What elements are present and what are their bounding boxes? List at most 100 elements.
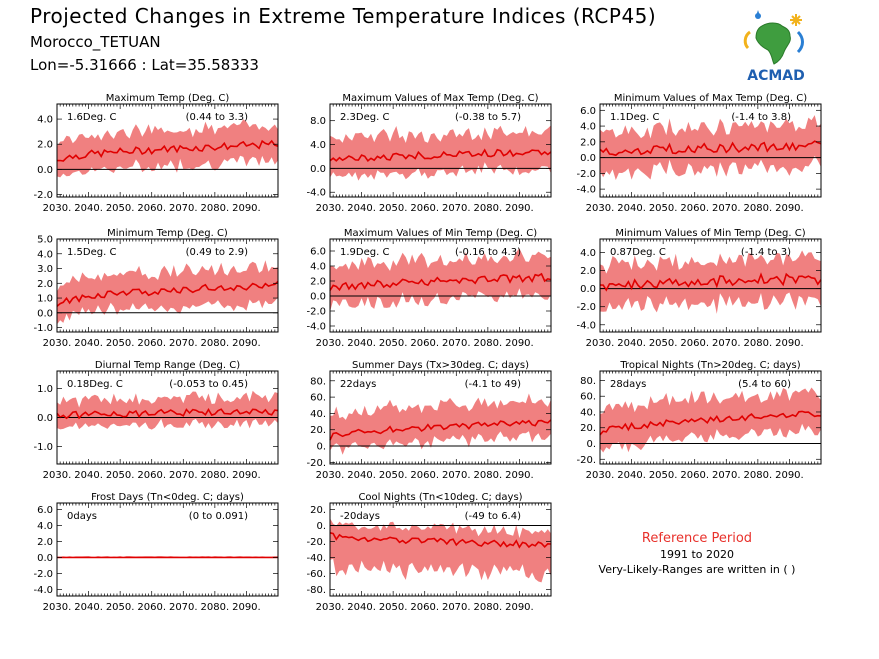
x-tick-label: 2090. <box>505 470 534 481</box>
mean-series-line <box>329 419 552 441</box>
chart-panel-8: 2030. 2040. 2050. 2060. 2070. 2080. 2090. -20. 0… <box>306 360 552 481</box>
x-tick-label: 2050. <box>649 470 678 481</box>
y-tick-label: 0.0 <box>37 308 53 319</box>
x-tick-label: 2030. <box>316 203 345 214</box>
range-band <box>600 250 821 314</box>
x-tick-label: 2050. <box>106 602 135 613</box>
x-tick-label: 2080. <box>201 203 230 214</box>
y-tick-label: 4.0 <box>580 122 596 133</box>
x-tick-label: 2040. <box>347 203 376 214</box>
x-tick-label: 2080. <box>201 602 230 613</box>
x-tick-label: 2030. <box>316 470 345 481</box>
y-tick-label: 80. <box>310 376 326 387</box>
y-tick-label: -40. <box>306 553 326 564</box>
range-band <box>600 387 821 453</box>
x-tick-label: 2060. <box>410 338 439 349</box>
x-tick-label: 2090. <box>775 203 804 214</box>
y-tick-label: -4.0 <box>306 322 326 333</box>
y-tick-label: 80. <box>580 376 596 387</box>
chart-title: Maximum Values of Max Temp (Deg. C) <box>342 93 538 104</box>
x-tick-label: 2040. <box>347 602 376 613</box>
x-tick-label: 2040. <box>617 470 646 481</box>
x-tick-label: 2040. <box>74 338 103 349</box>
mean-change-label: 1.9Deg. C <box>340 247 389 258</box>
x-tick-label: 2060. <box>410 602 439 613</box>
y-tick-label: 2.0 <box>310 277 326 288</box>
y-tick-label: 4.0 <box>37 115 53 126</box>
x-tick-label: 2090. <box>232 470 261 481</box>
x-tick-label: 2070. <box>442 470 471 481</box>
range-band <box>330 393 551 455</box>
mean-series-line <box>56 280 279 307</box>
chart-panel-4: 2030. 2040. 2050. 2060. 2070. 2080. 2090. -1.0 0… <box>33 228 279 349</box>
chart-title: Diurnal Temp Range (Deg. C) <box>95 360 240 371</box>
chart-panel-1: 2030. 2040. 2050. 2060. 2070. 2080. 2090. -2.0 0… <box>33 93 279 214</box>
x-tick-label: 2060. <box>680 470 709 481</box>
y-tick-label: 1.0 <box>37 294 53 305</box>
x-tick-label: 2080. <box>744 470 773 481</box>
x-tick-label: 2070. <box>169 470 198 481</box>
y-tick-label: 3.0 <box>37 264 53 275</box>
chart-title: Cool Nights (Tn<10deg. C; days) <box>358 492 522 503</box>
station-name: Morocco_TETUAN <box>30 33 161 51</box>
chart-panel-11: 2030. 2040. 2050. 2060. 2070. 2080. 2090. -80. -… <box>306 492 552 613</box>
y-tick-label: -20. <box>576 455 596 466</box>
reference-period-note: Very-Likely-Ranges are written in ( ) <box>598 563 796 576</box>
mean-series-line <box>329 148 552 162</box>
y-tick-label: -2.0 <box>33 569 53 580</box>
range-band <box>330 518 551 583</box>
x-tick-label: 2070. <box>169 203 198 214</box>
page-title: Projected Changes in Extreme Temperature… <box>30 4 657 28</box>
y-tick-label: 60. <box>310 393 326 404</box>
x-tick-label: 2050. <box>379 470 408 481</box>
mean-series-line <box>329 272 552 292</box>
y-tick-label: 40. <box>580 407 596 418</box>
x-tick-label: 2060. <box>680 338 709 349</box>
y-tick-label: -60. <box>306 569 326 580</box>
x-tick-label: 2090. <box>775 470 804 481</box>
y-tick-label: 0.0 <box>37 165 53 176</box>
y-tick-label: -4.0 <box>576 185 596 196</box>
x-tick-label: 2050. <box>379 203 408 214</box>
range-label: (0 to 0.091) <box>189 511 248 522</box>
mean-change-label: 1.1Deg. C <box>610 112 659 123</box>
x-tick-label: 2030. <box>316 602 345 613</box>
x-tick-label: 2050. <box>649 203 678 214</box>
x-tick-label: 2050. <box>379 338 408 349</box>
x-tick-label: 2040. <box>617 203 646 214</box>
x-tick-label: 2060. <box>680 203 709 214</box>
y-tick-label: 20. <box>310 425 326 436</box>
y-tick-label: 4.0 <box>37 521 53 532</box>
range-band <box>600 115 821 180</box>
x-tick-label: 2050. <box>379 602 408 613</box>
y-tick-label: 6.0 <box>310 247 326 258</box>
x-tick-label: 2060. <box>410 470 439 481</box>
x-tick-label: 2060. <box>137 203 166 214</box>
logo-text: ACMAD <box>747 68 805 84</box>
range-label: (-49 to 6.4) <box>465 511 522 522</box>
range-band <box>57 260 278 325</box>
x-tick-label: 2050. <box>106 203 135 214</box>
y-tick-label: 1.0 <box>37 384 53 395</box>
reference-period-title: Reference Period <box>641 531 753 546</box>
range-label: (-4.1 to 49) <box>465 379 522 390</box>
y-tick-label: 0.0 <box>580 284 596 295</box>
y-tick-label: -4.0 <box>33 585 53 596</box>
range-label: (-0.16 to 4.3) <box>455 247 521 258</box>
x-tick-label: 2050. <box>106 470 135 481</box>
range-label: (0.44 to 3.3) <box>186 112 248 123</box>
range-label: (0.49 to 2.9) <box>186 247 248 258</box>
x-tick-label: 2080. <box>474 470 503 481</box>
y-tick-label: -4.0 <box>576 320 596 331</box>
x-tick-label: 2080. <box>474 203 503 214</box>
chart-panel-9: 2030. 2040. 2050. 2060. 2070. 2080. 2090. -20. 0… <box>576 360 822 481</box>
chart-title: Maximum Values of Min Temp (Deg. C) <box>344 228 537 239</box>
y-tick-label: 6.0 <box>37 505 53 516</box>
y-tick-label: 0.0 <box>37 413 53 424</box>
y-tick-label: -4.0 <box>306 188 326 199</box>
y-tick-label: -20. <box>306 537 326 548</box>
y-tick-label: 40. <box>310 409 326 420</box>
chart-title: Maximum Temp (Deg. C) <box>106 93 230 104</box>
mean-change-label: 22days <box>340 379 376 390</box>
